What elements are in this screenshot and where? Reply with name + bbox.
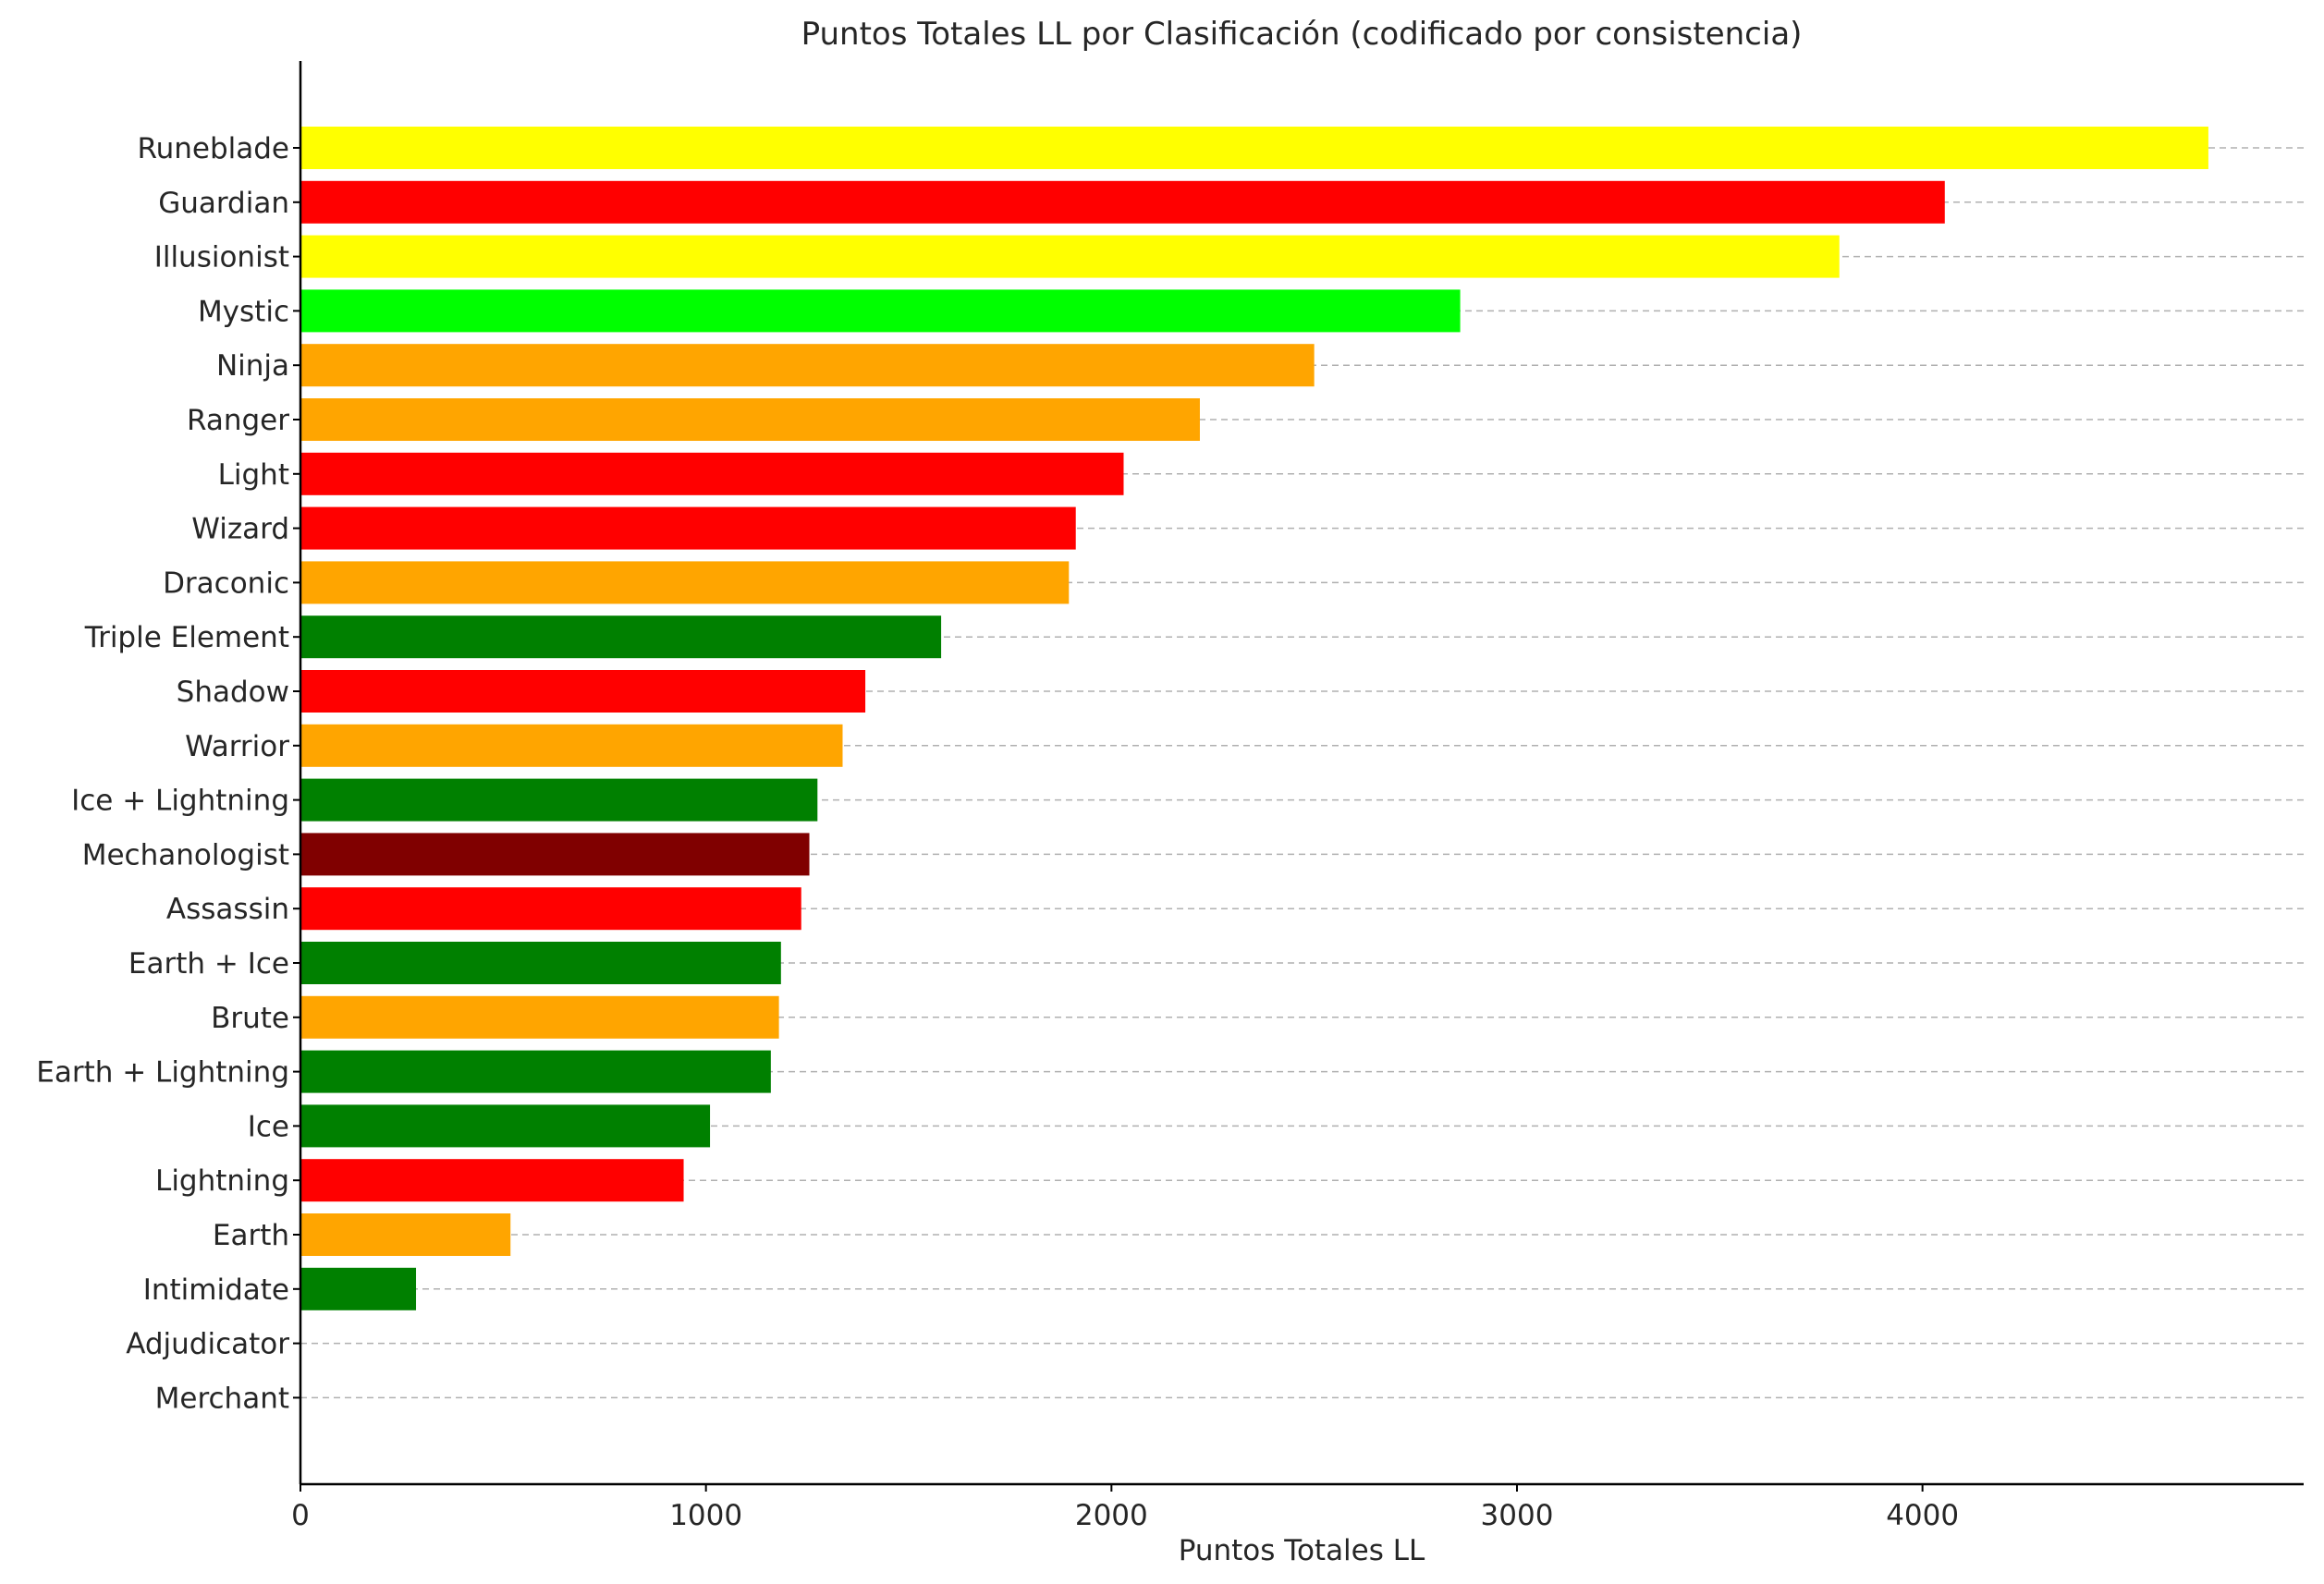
x-axis-label: Puntos Totales LL	[1179, 1534, 1425, 1567]
category-label: Guardian	[158, 187, 289, 220]
bar	[300, 127, 2208, 169]
bar	[300, 452, 1124, 495]
category-labels: Runeblade Guardian Illusionist Mystic Ninja R…	[36, 132, 289, 1415]
category-label: Mechanologist	[82, 838, 289, 871]
bar	[300, 833, 810, 876]
bar	[300, 1213, 511, 1256]
x-tick-label: 0	[291, 1499, 310, 1532]
bar	[300, 289, 1461, 333]
bar	[300, 1267, 417, 1310]
category-label: Earth + Lightning	[36, 1056, 289, 1090]
x-tick-label: 3000	[1481, 1499, 1554, 1532]
category-label: Adjudicator	[126, 1328, 289, 1361]
bar	[300, 778, 818, 822]
chart-title: Puntos Totales LL por Clasificación (cod…	[801, 16, 1803, 53]
category-label: Ranger	[187, 404, 289, 437]
x-tick-label: 1000	[669, 1499, 742, 1532]
bars-layer	[300, 127, 2208, 1310]
category-label: Runeblade	[137, 132, 289, 165]
category-label: Light	[218, 458, 289, 492]
bar	[300, 344, 1315, 387]
category-label: Ice + Lightning	[71, 785, 289, 818]
x-tick-label: 4000	[1886, 1499, 1959, 1532]
category-label: Lightning	[155, 1164, 289, 1198]
bar	[300, 724, 843, 767]
category-label: Triple Element	[84, 621, 289, 654]
bar	[300, 506, 1076, 550]
x-axis-ticks: 0 1000 2000 3000 4000	[291, 147, 1959, 1532]
category-label: Warrior	[185, 730, 289, 763]
bar	[300, 942, 781, 984]
bar	[300, 398, 1200, 441]
grid-layer	[300, 147, 2304, 1399]
category-label: Assassin	[166, 893, 289, 926]
bar	[300, 887, 801, 931]
bar	[300, 561, 1070, 604]
category-label: Earth	[213, 1219, 289, 1252]
bar	[300, 1104, 711, 1148]
category-label: Shadow	[177, 676, 289, 709]
bar	[300, 1050, 771, 1093]
category-label: Mystic	[198, 295, 289, 328]
bar	[300, 1159, 684, 1202]
bar	[300, 180, 1945, 224]
category-label: Draconic	[163, 567, 289, 600]
bar	[300, 235, 1840, 278]
category-label: Wizard	[191, 513, 289, 546]
bar	[300, 670, 866, 713]
bar	[300, 615, 942, 659]
category-label: Earth + Ice	[128, 947, 289, 981]
bar	[300, 995, 779, 1039]
category-label: Merchant	[155, 1382, 289, 1415]
category-label: Brute	[211, 1002, 289, 1035]
category-label: Ice	[248, 1110, 289, 1143]
x-tick-label: 2000	[1075, 1499, 1148, 1532]
category-label: Intimidate	[143, 1273, 289, 1307]
category-label: Ninja	[216, 349, 289, 383]
category-label: Illusionist	[154, 241, 289, 274]
